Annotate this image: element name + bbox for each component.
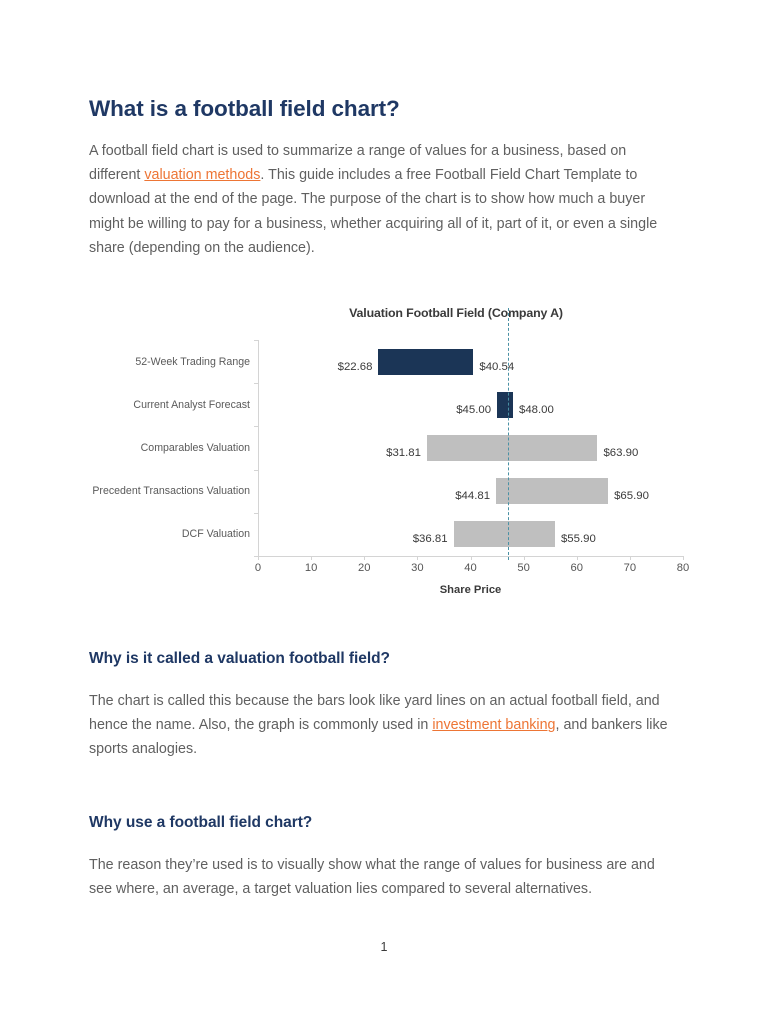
y-axis-tick (254, 469, 258, 471)
bar-high-value-label: $48.00 (519, 403, 554, 416)
bar-high-value-label: $63.90 (603, 447, 639, 459)
x-axis-tick-label: 80 (676, 562, 690, 574)
x-axis-tick (629, 556, 631, 560)
section-paragraph-why-use: The reason they’re used is to visually s… (89, 857, 655, 898)
investment-banking-link[interactable]: investment banking (432, 717, 556, 734)
x-axis-tick (417, 556, 419, 560)
x-axis-tick-label: 70 (623, 562, 637, 574)
bar-low-value-label: $36.81 (412, 533, 448, 546)
page-title: What is a football field chart? (89, 96, 400, 121)
chart-plot-area: Share Price 0 10 20 30 40 50 60 70 80 52-Week Tra… (92, 308, 689, 596)
range-bar (496, 478, 609, 505)
bar-low-value-label: $45.00 (456, 403, 492, 416)
intro-paragraph: A football field chart is used to summar… (89, 139, 681, 260)
x-axis-title: Share Price (439, 584, 502, 596)
section-heading-why-called: Why is it called a valuation football fi… (89, 650, 390, 667)
x-axis-tick-label: 10 (304, 562, 318, 574)
y-axis-tick (254, 426, 258, 428)
bar-low-value-label: $44.81 (455, 490, 491, 503)
x-axis-tick (683, 556, 684, 560)
paragraph-text-2: . This guide includes a free Football Fi… (89, 167, 658, 256)
x-axis-tick-label: 40 (464, 562, 477, 574)
bar-high-value-label: $55.90 (560, 533, 596, 546)
category-label: DCF Valuation (181, 528, 250, 541)
bar-high-value-label: $65.90 (614, 490, 649, 503)
x-axis-tick-label: 0 (254, 562, 262, 574)
paragraph-text-3: The chart is called this because the bar… (89, 693, 660, 734)
target-valuation-line (507, 308, 509, 560)
y-axis-tick (254, 556, 258, 557)
paragraph-text-1: A football field chart is used to summar… (89, 143, 627, 184)
x-axis-tick (523, 556, 525, 560)
x-axis-tick-label: 20 (358, 562, 371, 574)
page-number: 1 (380, 940, 388, 954)
x-axis-tick-label: 60 (570, 562, 583, 574)
category-label: Precedent Transactions Valuation (92, 485, 250, 498)
range-bar (497, 391, 513, 418)
paragraph-text-4: , and bankers like sports analogies. (89, 717, 668, 758)
x-axis-tick (258, 556, 259, 560)
y-axis-tick (254, 512, 258, 514)
section-paragraph-why-called: The chart is called this because the bar… (89, 689, 681, 762)
x-axis-tick-label: 50 (517, 562, 530, 574)
valuation-football-field-chart: Valuation Football Field (Company A) Sha… (92, 298, 696, 596)
range-bar (453, 521, 555, 548)
section-heading-why-use: Why use a football field chart? (89, 814, 313, 831)
valuation-methods-link[interactable]: valuation methods (144, 167, 261, 184)
category-label: Current Analyst Forecast (133, 398, 250, 411)
bar-low-value-label: $31.81 (386, 447, 421, 459)
range-bar (378, 348, 474, 375)
x-axis-tick (470, 556, 472, 560)
y-axis-tick (254, 340, 258, 341)
x-axis-tick-label: 30 (411, 562, 424, 574)
chart-title: Valuation Football Field (Company A) (349, 306, 563, 320)
bar-high-value-label: $40.54 (479, 360, 515, 373)
bar-low-value-label: $22.68 (337, 360, 373, 373)
y-axis-tick (254, 383, 258, 385)
x-axis-tick (311, 556, 313, 560)
y-axis-line (258, 340, 259, 556)
category-label: 52-Week Trading Range (135, 355, 250, 368)
range-bar (426, 435, 598, 461)
x-axis-tick (364, 556, 366, 560)
x-axis-tick (576, 556, 578, 560)
category-label: Comparables Valuation (140, 442, 250, 454)
